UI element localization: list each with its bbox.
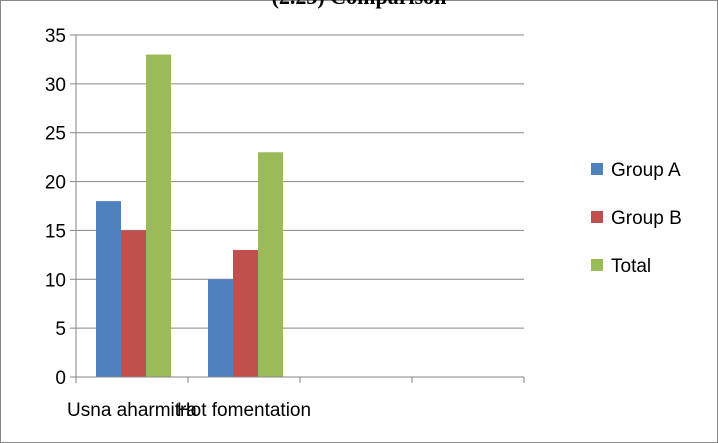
- bars: [96, 54, 283, 378]
- axes: [70, 34, 525, 383]
- legend-swatch: [591, 211, 603, 223]
- legend-label: Total: [611, 256, 651, 277]
- y-tick-label: 0: [55, 368, 66, 389]
- y-tick-label: 25: [45, 124, 66, 145]
- x-category-label: Hot fomentation: [177, 400, 311, 421]
- y-tick-label: 20: [45, 173, 66, 194]
- chart-title: (2.23) Comparison: [0, 0, 718, 10]
- x-category-label: Usna aharmitra: [67, 400, 197, 421]
- legend-label: Group A: [611, 160, 681, 181]
- y-tick-label: 35: [45, 26, 66, 47]
- y-tick-label: 30: [45, 75, 66, 96]
- y-tick-label: 10: [45, 270, 66, 291]
- bar-total: [258, 152, 283, 377]
- bar-group-a: [96, 201, 121, 377]
- legend: Group A Group B Total: [591, 160, 682, 277]
- y-tick-label: 5: [55, 319, 66, 340]
- bar-group-b: [233, 249, 258, 377]
- y-tick-label: 15: [45, 221, 66, 242]
- bar-group-a: [208, 279, 233, 377]
- bar-total: [146, 54, 171, 378]
- legend-swatch: [591, 163, 603, 175]
- legend-swatch: [591, 259, 603, 271]
- bar-group-b: [121, 230, 146, 377]
- legend-label: Group B: [611, 208, 682, 229]
